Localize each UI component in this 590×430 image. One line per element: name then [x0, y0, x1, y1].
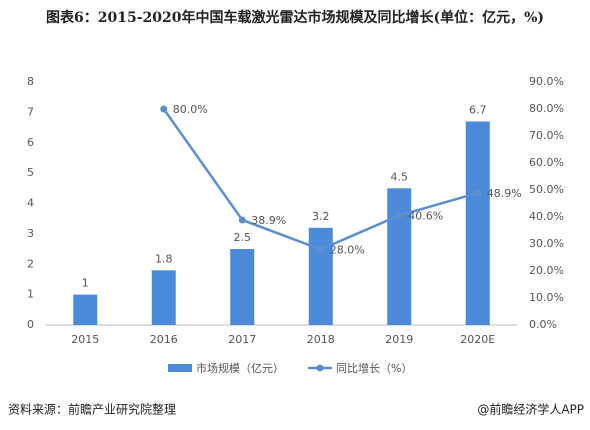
line-value-label: 80.0%	[173, 103, 208, 116]
y2-tick-label: 80.0%	[529, 102, 564, 115]
y2-tick-label: 20.0%	[529, 264, 564, 277]
y-tick-label: 2	[27, 257, 34, 270]
chart-title: 图表6：2015-2020年中国车载激光雷达市场规模及同比增长(单位：亿元，%)	[45, 10, 545, 26]
bar-value-label: 6.7	[469, 103, 487, 116]
bar-value-label: 1.8	[155, 252, 173, 265]
bar	[230, 249, 255, 325]
credit: @前瞻经济学人APP	[477, 402, 584, 417]
x-tick-label: 2018	[307, 333, 335, 346]
y-tick-label: 1	[27, 288, 34, 301]
line-point	[160, 105, 168, 113]
y2-tick-label: 60.0%	[529, 156, 564, 169]
bar	[465, 121, 490, 325]
y-tick-label: 6	[27, 136, 34, 149]
bar-value-label: 1	[82, 277, 89, 290]
y2-tick-label: 70.0%	[529, 129, 564, 142]
bar-value-label: 4.5	[391, 170, 409, 183]
line-point	[317, 245, 325, 253]
line-point	[238, 216, 246, 224]
y-tick-label: 3	[27, 227, 34, 240]
y2-tick-label: 40.0%	[529, 210, 564, 223]
bar	[151, 270, 176, 325]
y-tick-label: 5	[27, 166, 34, 179]
legend-label: 同比增长（%）	[336, 361, 412, 375]
legend-swatch	[316, 364, 324, 372]
x-tick-label: 2019	[385, 333, 413, 346]
line-value-label: 40.6%	[408, 209, 443, 222]
line-value-label: 48.9%	[487, 187, 522, 200]
y-tick-label: 8	[27, 75, 34, 88]
y2-tick-label: 10.0%	[529, 291, 564, 304]
y2-tick-label: 90.0%	[529, 75, 564, 88]
x-tick-label: 2015	[71, 333, 99, 346]
y2-tick-label: 0.0%	[529, 318, 557, 331]
legend-swatch	[168, 364, 192, 372]
bar	[73, 294, 98, 325]
y-tick-label: 0	[27, 318, 34, 331]
bar	[387, 188, 412, 325]
y-tick-label: 4	[27, 197, 34, 210]
line-point	[395, 211, 403, 219]
y2-tick-label: 50.0%	[529, 183, 564, 196]
line-value-label: 28.0%	[330, 243, 365, 256]
source: 资料来源：前瞻产业研究院整理	[8, 402, 176, 417]
x-tick-label: 2016	[150, 333, 178, 346]
line-point	[474, 189, 482, 197]
bar	[308, 227, 333, 325]
y2-tick-label: 30.0%	[529, 237, 564, 250]
legend-label: 市场规模（亿元）	[196, 361, 284, 375]
x-tick-label: 2017	[228, 333, 256, 346]
bar-value-label: 2.5	[234, 231, 252, 244]
y-tick-label: 7	[27, 105, 34, 118]
line-value-label: 38.9%	[251, 214, 286, 227]
x-tick-label: 2020E	[460, 333, 495, 346]
bar-value-label: 3.2	[312, 210, 330, 223]
